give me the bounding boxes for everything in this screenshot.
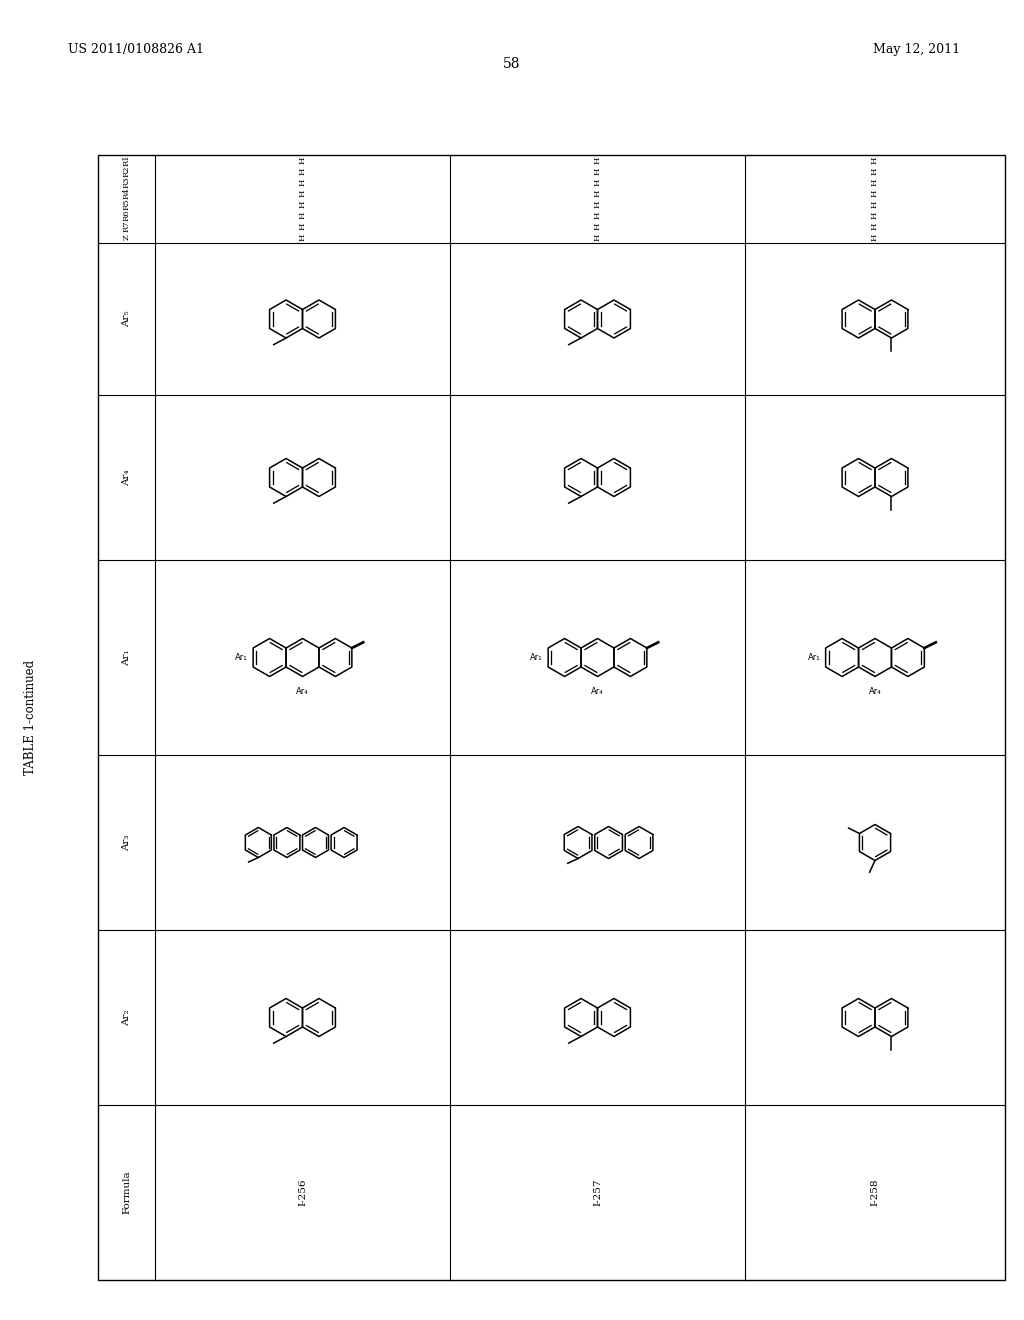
Text: Ar₅: Ar₅ [122,310,131,327]
Text: R3: R3 [123,177,130,189]
Text: Ar₂: Ar₂ [122,1010,131,1026]
Text: Ar₄: Ar₄ [868,686,882,696]
Text: H: H [594,234,601,242]
Text: H: H [871,223,879,230]
Text: H: H [594,190,601,197]
Text: H: H [871,234,879,242]
Text: I-257: I-257 [593,1179,602,1206]
Text: H: H [594,211,601,219]
Text: R2: R2 [123,166,130,177]
Text: 58: 58 [503,57,521,71]
Text: Formula: Formula [122,1171,131,1214]
Text: H: H [299,211,306,219]
Text: R6: R6 [123,210,130,222]
Text: H: H [299,178,306,186]
Text: H: H [594,157,601,164]
Text: H: H [871,157,879,164]
Text: R4: R4 [123,187,130,199]
Text: Z: Z [123,235,130,240]
Text: Ar₁: Ar₁ [808,653,820,663]
Text: H: H [299,157,306,164]
Text: H: H [594,223,601,230]
Text: I-258: I-258 [870,1179,880,1206]
Text: H: H [299,190,306,197]
Text: H: H [594,201,601,209]
Text: Ar₁: Ar₁ [122,649,131,665]
Text: H: H [299,234,306,242]
Text: Ar₁: Ar₁ [530,653,543,663]
Text: H: H [299,223,306,230]
Text: H: H [594,168,601,176]
Text: H: H [871,190,879,197]
Text: H: H [299,168,306,176]
Text: R1: R1 [123,154,130,166]
Text: Ar₄: Ar₄ [591,686,604,696]
Text: I-256: I-256 [298,1179,307,1206]
Text: H: H [299,201,306,209]
Text: H: H [871,178,879,186]
Text: H: H [871,201,879,209]
Text: TABLE 1-continued: TABLE 1-continued [24,660,37,775]
Text: H: H [594,178,601,186]
Bar [98,154,1005,1280]
Text: Ar₃: Ar₃ [122,834,131,851]
Text: R7: R7 [123,220,130,232]
Text: May 12, 2011: May 12, 2011 [872,44,961,57]
Text: US 2011/0108826 A1: US 2011/0108826 A1 [68,44,204,57]
Text: R5: R5 [123,199,130,210]
Text: Ar₁: Ar₁ [234,653,248,663]
Text: Ar₄: Ar₄ [122,469,131,486]
Text: H: H [871,168,879,176]
Text: Ar₄: Ar₄ [296,686,309,696]
Text: H: H [871,211,879,219]
